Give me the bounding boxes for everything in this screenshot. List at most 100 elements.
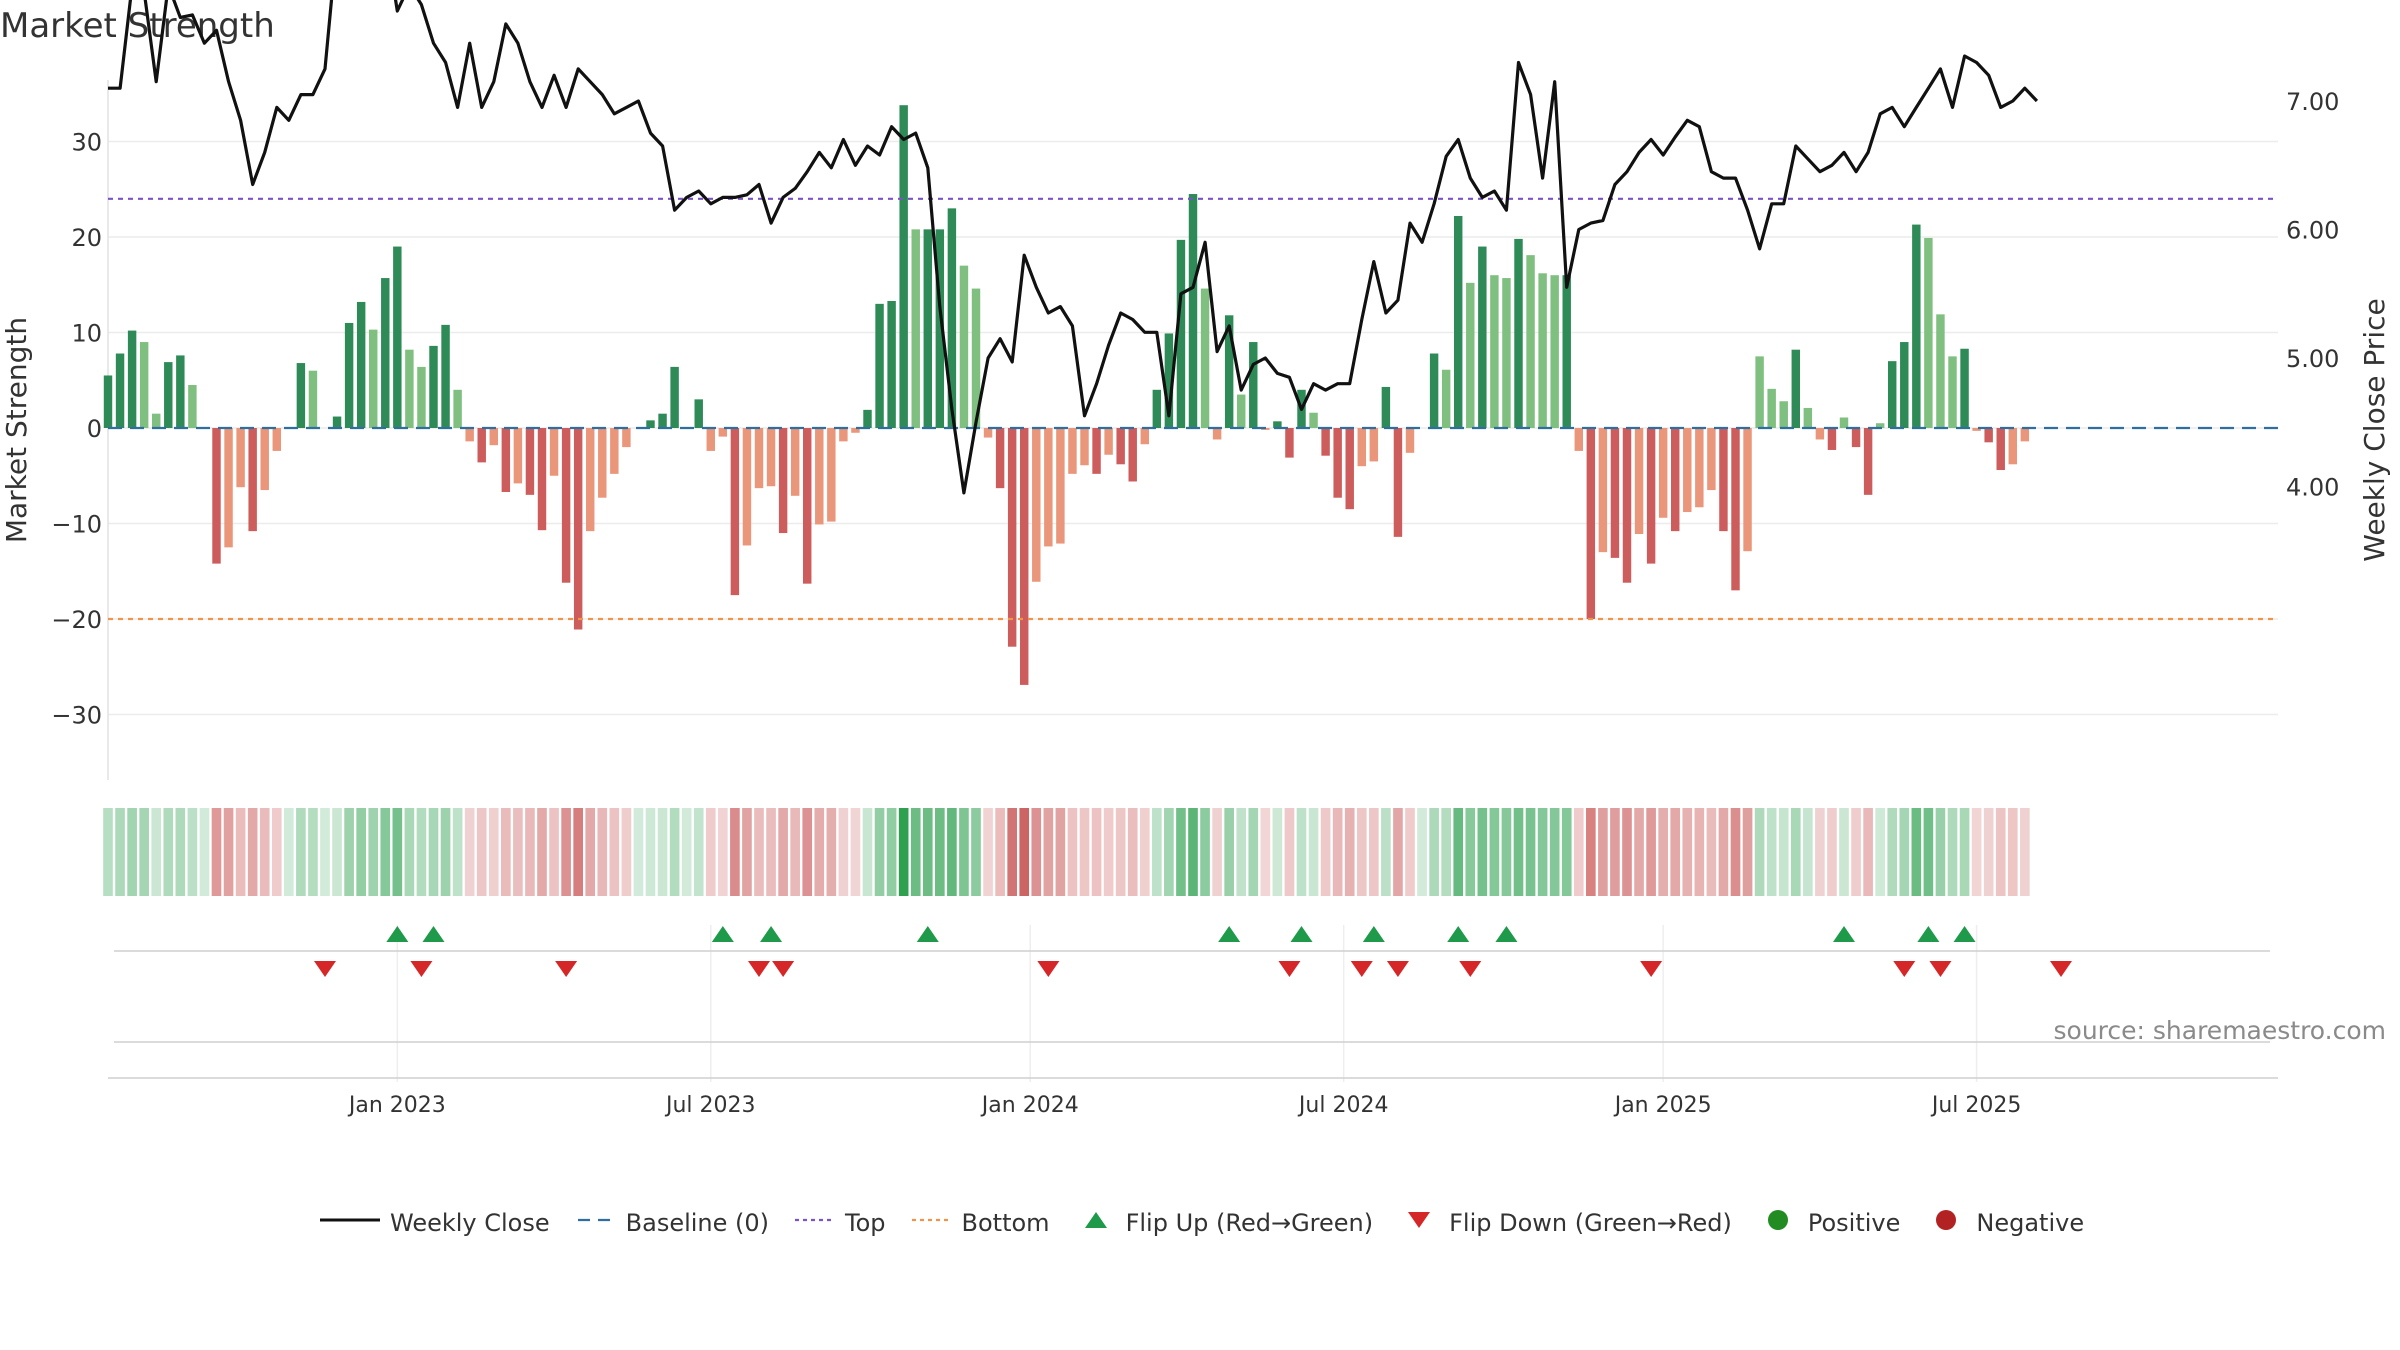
heat-cell <box>187 808 198 896</box>
strength-bar <box>1960 348 1969 428</box>
x-tick-label: Jul 2025 <box>1930 1093 2022 1118</box>
strength-bar <box>742 428 752 546</box>
legend-label: Baseline (0) <box>625 1209 770 1237</box>
strength-bar <box>188 385 197 428</box>
legend-swatch <box>795 1208 836 1238</box>
legend-swatch <box>320 1208 380 1238</box>
heat-cell <box>1369 808 1379 896</box>
heat-cell <box>1899 808 1910 896</box>
heat-cell <box>1164 808 1174 896</box>
heat-cell <box>549 808 559 896</box>
heat-cell <box>693 808 704 896</box>
strength-bar <box>2020 428 2030 442</box>
legend-label: Bottom <box>961 1209 1050 1237</box>
strength-bar <box>1538 273 1547 428</box>
heat-cell <box>115 808 125 896</box>
heat-cell <box>163 808 174 896</box>
heat-cell <box>633 808 644 896</box>
source-note: source: sharemaestro.com <box>2053 1016 2387 1045</box>
heat-cell <box>1827 808 1837 896</box>
heat-cell <box>1561 808 1572 896</box>
strength-bar <box>501 428 511 492</box>
heat-strip <box>103 808 2030 896</box>
heat-cell <box>1381 808 1391 896</box>
heat-cell <box>1646 808 1656 896</box>
heat-cell <box>440 808 451 896</box>
strength-bar <box>1863 428 1873 495</box>
heat-cell <box>838 808 849 896</box>
heat-cell <box>1995 808 2006 896</box>
weekly-close-line <box>108 0 2039 495</box>
heat-cell <box>754 808 764 896</box>
heat-cell <box>344 808 354 896</box>
strength-bar <box>332 416 342 428</box>
strength-bar <box>1092 428 1101 474</box>
strength-bar <box>947 208 957 428</box>
legend-swatch <box>1926 1208 1966 1238</box>
right-tick-label: 7.00 <box>2286 88 2339 116</box>
strength-bar <box>513 428 523 484</box>
heat-cell <box>1694 808 1705 896</box>
left-tick-label: −30 <box>51 702 102 730</box>
legend-swatch <box>1076 1208 1116 1238</box>
strength-bar <box>381 278 390 428</box>
strength-bar <box>152 413 161 428</box>
heat-cell <box>1356 808 1367 896</box>
heat-cell <box>464 808 475 896</box>
strength-bar <box>983 428 993 438</box>
heat-cell <box>1670 808 1681 896</box>
heat-cell <box>1489 808 1500 896</box>
strength-bar <box>827 428 836 522</box>
strength-bar <box>959 265 969 428</box>
strength-bar <box>212 428 221 564</box>
strength-bar <box>1827 428 1837 450</box>
strength-bar <box>899 105 908 429</box>
heat-cell <box>175 808 186 896</box>
flip-down-marker <box>1640 961 1663 977</box>
heat-cell <box>1851 808 1861 896</box>
strength-bar <box>1924 237 1933 428</box>
heat-cell <box>380 808 391 896</box>
heat-cell <box>1115 808 1126 896</box>
heat-cell <box>971 808 981 896</box>
heat-cell <box>1573 808 1584 896</box>
strength-bar <box>1514 238 1523 428</box>
strength-bar <box>1767 388 1776 428</box>
heat-cell <box>2020 808 2030 896</box>
strength-bar <box>1610 428 1620 558</box>
flip-down-marker <box>1459 961 1482 977</box>
heat-cell <box>814 808 825 896</box>
heat-cell <box>296 808 306 896</box>
legend-label: Negative <box>1976 1209 2085 1237</box>
heat-cell <box>1947 808 1958 896</box>
heat-cell <box>1127 808 1138 896</box>
strength-bar <box>1200 288 1210 428</box>
heat-cell <box>1332 808 1343 896</box>
strength-bar <box>369 329 378 428</box>
heat-cell <box>935 808 945 896</box>
heat-cell <box>1019 808 1030 896</box>
strength-bar <box>1140 428 1149 445</box>
strength-bar <box>1900 342 1909 428</box>
strength-bar <box>1080 428 1089 466</box>
strength-bar <box>1032 428 1041 582</box>
strength-bar <box>1152 389 1162 428</box>
strength-bar <box>778 428 788 534</box>
strength-bar <box>441 324 450 428</box>
heat-cell <box>211 808 222 896</box>
heat-cell <box>392 808 403 896</box>
flip-down-marker <box>772 961 795 977</box>
strength-bar <box>670 366 679 428</box>
right-tick-label: 4.00 <box>2286 474 2339 502</box>
strength-bar <box>1743 428 1752 552</box>
heat-cell <box>959 808 969 896</box>
heat-cell <box>1875 808 1885 896</box>
heat-cell <box>1839 808 1849 896</box>
strength-bar <box>260 428 269 491</box>
strength-bar <box>2008 428 2017 465</box>
legend-label: Flip Up (Red→Green) <box>1125 1209 1374 1237</box>
legend-item-negative: Negative <box>1926 1208 2084 1238</box>
heat-cell <box>1610 808 1620 896</box>
heat-cell <box>1152 808 1162 896</box>
